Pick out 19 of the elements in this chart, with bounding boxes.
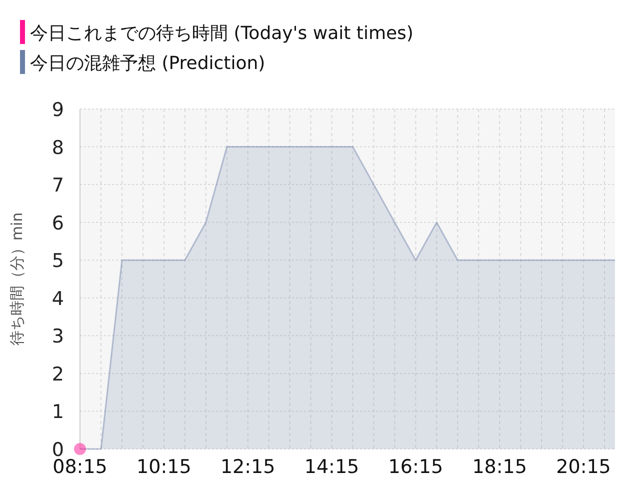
x-tick-label: 10:15 [136,456,192,478]
y-tick-label: 4 [52,288,64,310]
y-tick-label: 7 [52,174,64,197]
x-tick-label: 14:15 [304,456,360,478]
y-tick-label: 6 [52,212,64,234]
y-tick-label: 3 [52,326,64,348]
y-tick-label: 2 [52,363,64,386]
x-tick-label: 08:15 [52,456,108,478]
x-tick-label: 12:15 [220,456,276,478]
x-tick-label: 16:15 [388,456,444,478]
legend-label: 今日これまでの待ち時間 (Today's wait times) [30,23,414,44]
x-tick-label: 20:15 [556,456,611,478]
y-tick-label: 8 [52,136,64,159]
y-tick-label: 9 [52,99,64,121]
legend-label: 今日の混雑予想 (Prediction) [30,53,266,74]
y-axis-title: 待ち時間（分）min [8,212,26,346]
x-tick-label: 18:15 [472,456,527,478]
y-tick-label: 5 [52,250,64,272]
y-tick-label: 1 [52,401,64,424]
